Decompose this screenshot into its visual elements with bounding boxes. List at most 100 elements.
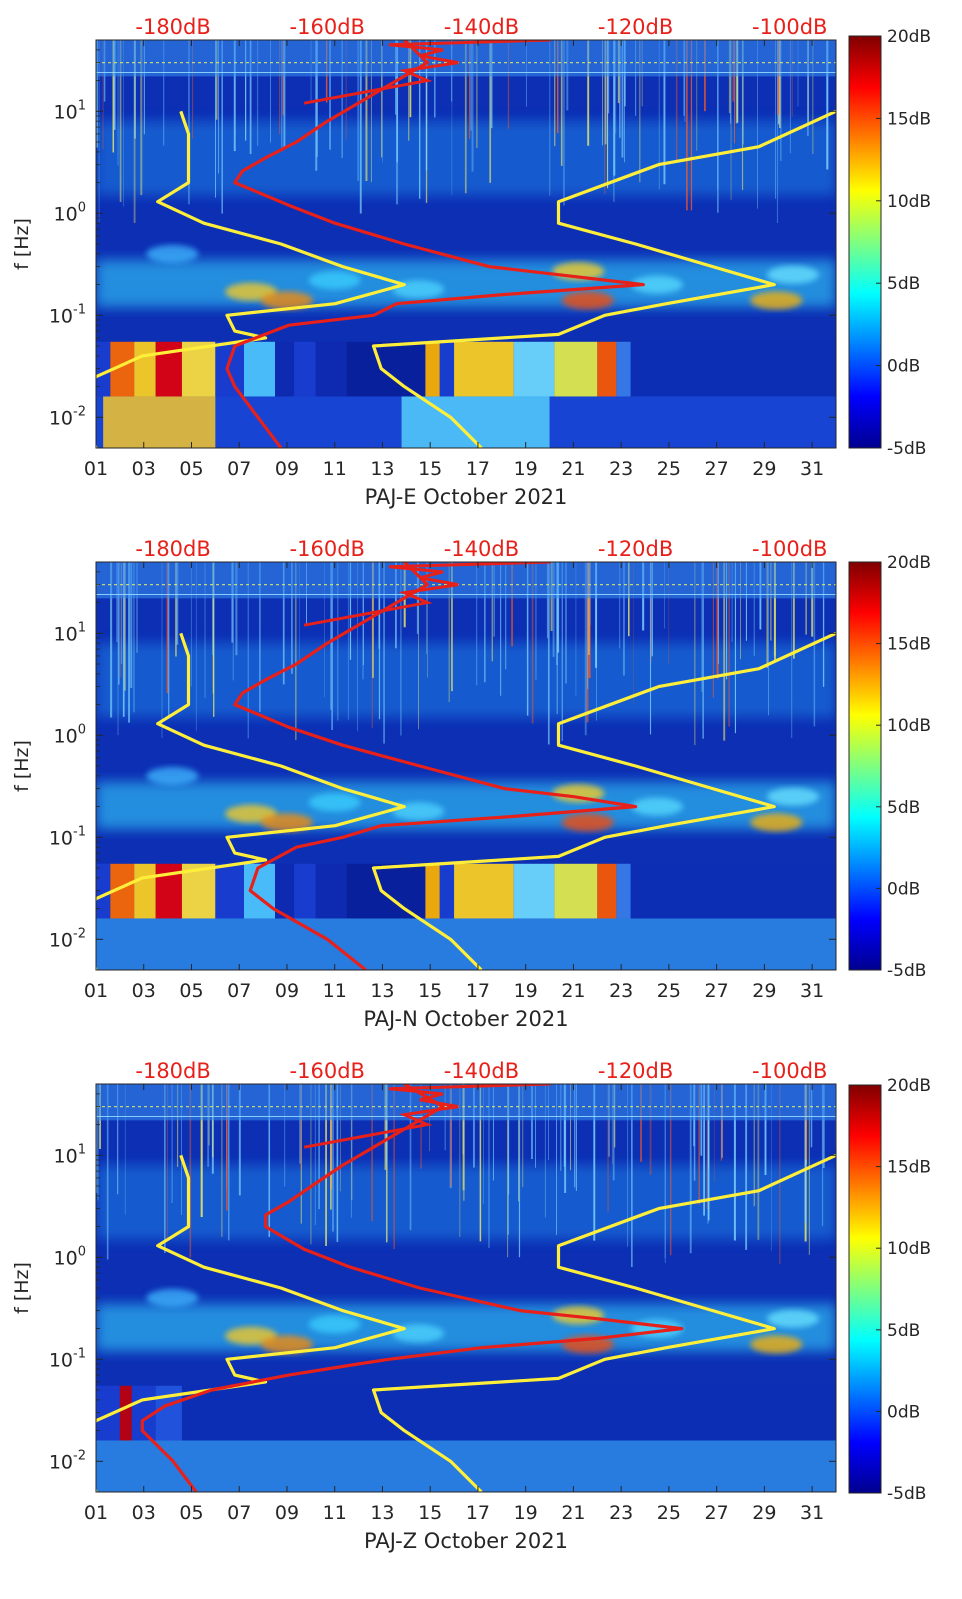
top-db-tick-label: -140dB bbox=[444, 15, 519, 39]
storm-blob bbox=[260, 1335, 313, 1354]
low-frequency-block bbox=[110, 341, 135, 397]
x-axis-label: PAJ-N October 2021 bbox=[363, 1007, 568, 1031]
panel-n: 01 03 05 07 09 11 13 15 17 19 21 23 25 27 29 31 10-2 10-1… bbox=[11, 537, 931, 1031]
x-tick-label: 23 bbox=[609, 980, 633, 1002]
top-db-tick-label: -160dB bbox=[290, 1059, 365, 1083]
yellow-model-curve-right bbox=[371, 631, 836, 970]
low-frequency-block bbox=[597, 863, 617, 919]
colorbar bbox=[848, 561, 882, 971]
x-tick-label: 03 bbox=[132, 458, 156, 480]
colorbar-tick-label: 15dB bbox=[887, 635, 931, 655]
microseism-band bbox=[96, 259, 836, 308]
y-tick-label: 100 bbox=[54, 722, 86, 747]
colorbar bbox=[848, 35, 882, 449]
low-frequency-block bbox=[181, 1385, 836, 1441]
x-tick-label: 09 bbox=[275, 1502, 299, 1524]
top-db-tick-label: -120dB bbox=[598, 537, 673, 561]
low-frequency-block bbox=[554, 863, 598, 919]
yellow-model-curve-right bbox=[371, 1153, 836, 1492]
top-db-tick-label: -140dB bbox=[444, 537, 519, 561]
top-db-tick-label: -120dB bbox=[598, 1059, 673, 1083]
colorbar-tick-label: 0dB bbox=[887, 357, 920, 377]
storm-blob bbox=[561, 813, 614, 832]
colorbar-tick-label: 15dB bbox=[887, 109, 931, 129]
red-noise-curve bbox=[225, 40, 645, 448]
x-tick-label: 29 bbox=[752, 980, 776, 1002]
x-tick-label: 25 bbox=[657, 980, 681, 1002]
low-frequency-block bbox=[346, 863, 426, 919]
colorbar-tick-label: 5dB bbox=[887, 798, 920, 818]
storm-blob bbox=[767, 265, 820, 284]
x-tick-label: 31 bbox=[800, 980, 824, 1002]
storm-blob bbox=[630, 797, 683, 816]
top-db-tick-label: -100dB bbox=[752, 537, 827, 561]
colorbar-tick-label: -5dB bbox=[887, 961, 926, 981]
x-tick-label: 11 bbox=[323, 458, 347, 480]
x-tick-label: 05 bbox=[179, 980, 203, 1002]
top-db-tick-label: -180dB bbox=[135, 15, 210, 39]
y-tick-label: 10-1 bbox=[49, 1346, 86, 1371]
x-tick-label: 03 bbox=[132, 1502, 156, 1524]
x-tick-label: 13 bbox=[370, 458, 394, 480]
colorbar-tick-label: 10dB bbox=[887, 1239, 931, 1259]
low-frequency-block bbox=[275, 341, 295, 397]
x-tick-label: 07 bbox=[227, 458, 251, 480]
colorbar-tick-label: -5dB bbox=[887, 439, 926, 459]
low-frequency-block bbox=[294, 863, 316, 919]
low-frequency-block bbox=[244, 341, 276, 397]
storm-blob bbox=[750, 1335, 803, 1354]
x-tick-label: 15 bbox=[418, 1502, 442, 1524]
low-frequency-block bbox=[346, 341, 426, 397]
x-tick-label: 19 bbox=[514, 1502, 538, 1524]
very-low-frequency-band bbox=[96, 918, 836, 970]
colorbar-tick-label: 15dB bbox=[887, 1158, 931, 1178]
microseism-band bbox=[96, 781, 836, 830]
x-tick-label: 09 bbox=[275, 458, 299, 480]
low-frequency-block bbox=[630, 863, 836, 919]
colorbar-tick-label: 5dB bbox=[887, 1321, 920, 1341]
very-low-frequency-band bbox=[96, 1440, 836, 1492]
very-low-frequency-block bbox=[103, 396, 216, 448]
top-db-tick-label: -140dB bbox=[444, 1059, 519, 1083]
microseism-band bbox=[96, 1303, 836, 1352]
storm-blob bbox=[146, 244, 199, 263]
colorbar-tick-label: 20dB bbox=[887, 1076, 931, 1096]
top-db-tick-label: -100dB bbox=[752, 1059, 827, 1083]
x-tick-label: 07 bbox=[227, 1502, 251, 1524]
low-frequency-block bbox=[96, 863, 111, 919]
low-frequency-block bbox=[597, 341, 617, 397]
colorbar-tick-label: 10dB bbox=[887, 716, 931, 736]
panel-z: 01 03 05 07 09 11 13 15 17 19 21 23 25 27 29 31 10-2 10-1… bbox=[11, 1059, 931, 1553]
low-frequency-block bbox=[315, 863, 347, 919]
spectrogram-plot-area bbox=[96, 40, 836, 448]
top-db-tick-label: -160dB bbox=[290, 15, 365, 39]
yellow-model-curve-right bbox=[371, 109, 836, 448]
top-db-tick-label: -100dB bbox=[752, 15, 827, 39]
low-frequency-block bbox=[454, 341, 514, 397]
x-tick-label: 19 bbox=[514, 980, 538, 1002]
yellow-model-curve-left bbox=[96, 110, 406, 448]
colorbar bbox=[848, 1084, 882, 1494]
yellow-model-curve-left bbox=[96, 1154, 406, 1492]
x-tick-label: 23 bbox=[609, 1502, 633, 1524]
colorbar-tick-label: 10dB bbox=[887, 192, 931, 212]
high-frequency-band bbox=[96, 1165, 836, 1240]
x-tick-label: 23 bbox=[609, 458, 633, 480]
storm-blob bbox=[561, 291, 614, 310]
low-frequency-block bbox=[134, 863, 156, 919]
x-tick-label: 19 bbox=[514, 458, 538, 480]
y-axis-label: f [Hz] bbox=[11, 740, 33, 792]
very-low-frequency-block bbox=[401, 396, 550, 448]
colorbar-tick-label: 0dB bbox=[887, 879, 920, 899]
y-tick-label: 101 bbox=[54, 620, 86, 645]
low-frequency-block bbox=[616, 341, 631, 397]
x-tick-label: 21 bbox=[561, 980, 585, 1002]
y-tick-label: 10-2 bbox=[49, 1448, 86, 1473]
panel-e: 01 03 05 07 09 11 13 15 17 19 21 23 25 27 29 31 10-2 10-1… bbox=[11, 15, 931, 509]
top-db-tick-label: -120dB bbox=[598, 15, 673, 39]
storm-blob bbox=[552, 784, 605, 803]
low-frequency-block bbox=[96, 1385, 120, 1441]
x-axis-label: PAJ-Z October 2021 bbox=[364, 1529, 568, 1553]
y-tick-label: 100 bbox=[54, 200, 86, 225]
top-db-tick-label: -160dB bbox=[290, 537, 365, 561]
